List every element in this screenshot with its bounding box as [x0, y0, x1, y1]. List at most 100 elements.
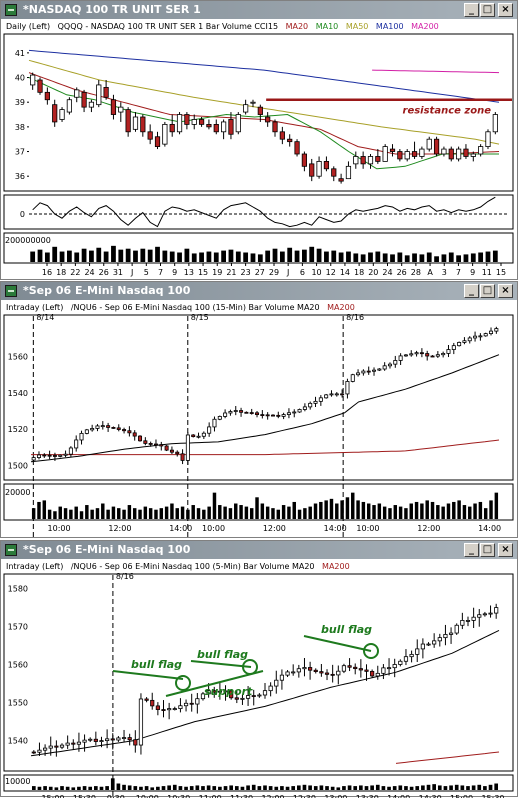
minimize-button[interactable]: _	[464, 543, 479, 557]
x-tick-label: 9	[470, 268, 475, 277]
volume-bar	[223, 786, 228, 790]
volume-bar	[338, 252, 344, 262]
intraday-5min-canvas: 1540 1550 1560 1570 1580 8/16 bull flag bull fl…	[3, 572, 514, 798]
volume-bar	[105, 786, 109, 790]
volume-bar	[466, 786, 470, 790]
volume-bar	[202, 509, 206, 519]
volume-bar	[313, 503, 318, 519]
intraday5-candle	[206, 690, 211, 695]
volume-bar	[71, 787, 76, 790]
daily-candle	[74, 89, 80, 98]
intraday5-candle	[127, 737, 132, 741]
volume-bar	[228, 508, 233, 519]
intraday15-candle	[68, 447, 73, 455]
daily-chart-window: *NASDAQ 100 TR UNIT SER 1 _ □ × Daily (L…	[0, 0, 518, 280]
intraday15-candle	[74, 439, 79, 449]
volume-bar	[150, 787, 155, 790]
daily-candle	[176, 114, 183, 133]
window-titlebar[interactable]: *Sep 06 E-Mini Nasdaq 100 _ □ ×	[1, 282, 517, 300]
window-titlebar[interactable]: *Sep 06 E-Mini Nasdaq 100 _ □ ×	[1, 541, 517, 559]
intraday15-candle	[494, 328, 499, 332]
intraday15-candle	[313, 400, 318, 404]
volume-bar	[463, 254, 469, 262]
x-tick-label: 14	[340, 268, 350, 277]
intraday5-candle	[251, 695, 256, 697]
volume-bar	[218, 505, 222, 519]
intraday5-candle	[370, 670, 375, 677]
x-tick-label: 12:30	[293, 794, 316, 798]
volume-bar	[59, 251, 65, 262]
y-tick-label: 1560	[8, 661, 28, 670]
volume-bar	[387, 786, 391, 790]
intraday15-candle	[52, 455, 57, 457]
y-tick-label: 38	[15, 123, 25, 132]
close-button[interactable]: ×	[498, 284, 513, 298]
x-tick-label: 14:00	[478, 524, 501, 533]
intraday15-candle	[387, 363, 392, 367]
volume-bar	[292, 501, 296, 519]
maximize-button[interactable]: □	[480, 3, 495, 17]
intraday5-candle	[183, 702, 189, 707]
intraday5-candle	[448, 632, 454, 635]
close-button[interactable]: ×	[498, 543, 513, 557]
volume-bar	[291, 786, 296, 790]
x-tick-label: 9:30	[107, 794, 125, 798]
intraday15-candle	[36, 454, 41, 458]
intraday5-candle	[313, 669, 318, 673]
intraday5-candle	[274, 679, 279, 687]
daily-candle	[389, 148, 396, 152]
maximize-button[interactable]: □	[480, 543, 495, 557]
x-tick-label: 12:00	[261, 794, 284, 798]
symbol-description: /NQU6 - Sep 06 E-Mini Nasdaq 100 (15-Min…	[70, 303, 320, 312]
y-tick-label: 37	[15, 148, 25, 157]
intraday5-candle	[364, 669, 369, 672]
volume-bar	[434, 256, 439, 262]
volume-bar	[95, 508, 100, 519]
volume-bar	[67, 250, 72, 262]
intraday15-candle	[212, 418, 217, 428]
minimize-button[interactable]: _	[464, 284, 479, 298]
intraday15-candle	[297, 409, 302, 413]
daily-candle	[184, 114, 190, 125]
daily-candle	[404, 151, 410, 160]
window-title: *Sep 06 E-Mini Nasdaq 100	[23, 284, 191, 297]
window-titlebar[interactable]: *NASDAQ 100 TR UNIT SER 1 _ □ ×	[1, 1, 517, 19]
intraday15-candle	[239, 410, 244, 413]
volume-bar	[82, 786, 87, 790]
y-tick-label: 1500	[8, 461, 28, 470]
volume-bar	[336, 787, 341, 790]
daily-candle	[52, 104, 58, 123]
volume-bar	[184, 248, 190, 262]
volume-bar	[207, 506, 211, 519]
legend-ma10: MA10	[315, 22, 339, 31]
volume-bar	[159, 508, 164, 519]
intraday5-candle	[471, 616, 476, 621]
intraday15-candle	[191, 434, 196, 438]
volume-bar	[118, 249, 124, 262]
volume-bar	[265, 506, 270, 519]
daily-candle	[419, 148, 425, 157]
volume-bar	[460, 785, 465, 790]
intraday5-candle	[285, 671, 290, 676]
close-button[interactable]: ×	[498, 3, 513, 17]
intraday5-candle	[195, 698, 200, 705]
volume-bar	[302, 784, 307, 790]
x-tick-label: 24	[382, 268, 392, 277]
volume-bar	[359, 785, 363, 790]
intraday5-candle	[223, 690, 228, 693]
volume-bar	[31, 786, 36, 790]
intraday5-candle	[99, 740, 104, 743]
minimize-button[interactable]: _	[464, 3, 479, 17]
volume-bar	[143, 506, 148, 519]
maximize-button[interactable]: □	[480, 284, 495, 298]
volume-bar	[492, 250, 498, 262]
intraday5-candle	[403, 656, 409, 662]
chart-app-icon	[5, 4, 17, 16]
volume-bar	[421, 785, 425, 790]
daily-candle	[309, 163, 315, 177]
annotation-bull-flag: bull flag	[197, 648, 248, 661]
volume-bar	[85, 505, 89, 519]
volume-bar	[229, 785, 234, 790]
volume-bar	[425, 500, 429, 519]
